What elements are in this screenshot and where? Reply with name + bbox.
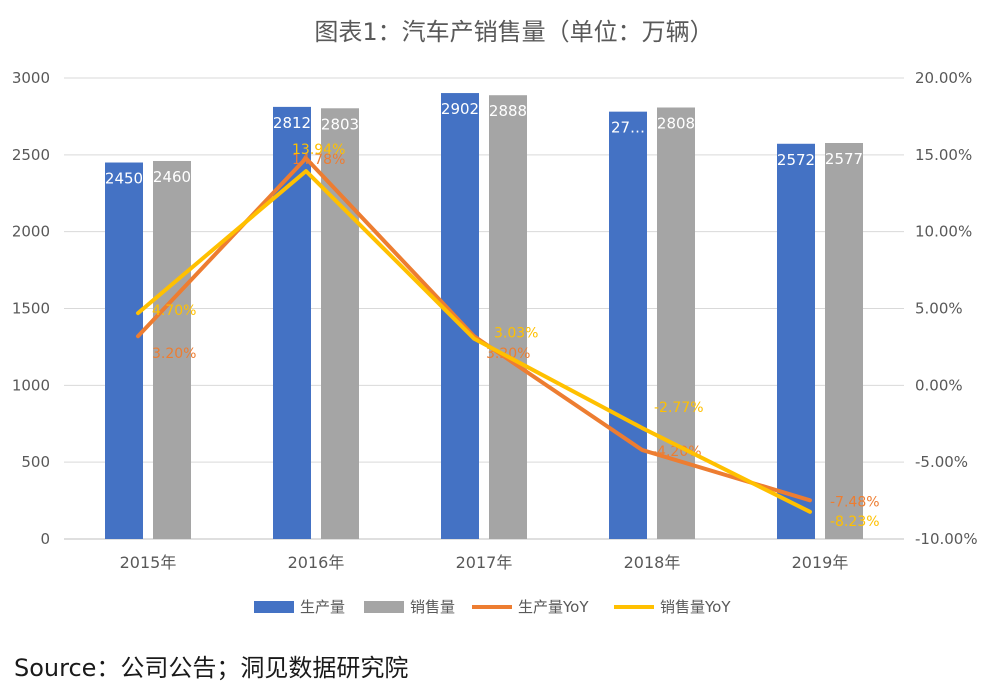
bar-label: 2460	[153, 168, 191, 186]
line-销售量YoY	[136, 169, 812, 514]
legend-label: 生产量	[300, 598, 345, 616]
right-tick-label: -5.00%	[915, 453, 968, 471]
left-axis: 0 500 1000 1500 2000 2500 3000	[12, 69, 50, 548]
legend: 生产量 销售量 生产量YoY 销售量YoY	[254, 598, 731, 616]
legend-swatch	[254, 601, 294, 613]
line-label: 3.20%	[152, 346, 196, 362]
right-tick-label: 15.00%	[915, 146, 972, 164]
line-label: 3.03%	[494, 326, 538, 342]
left-tick-label: 3000	[12, 69, 50, 87]
x-tick-label: 2017年	[456, 553, 513, 572]
x-tick-label: 2015年	[120, 553, 177, 572]
left-tick-label: 500	[21, 453, 50, 471]
right-tick-label: 5.00%	[915, 300, 963, 318]
bar-销售量-2	[489, 95, 527, 539]
bar-label: 2812	[273, 114, 311, 132]
lines: 3.20%14.78%3.20%-4.20%-7.48%4.70%13.94%3…	[136, 142, 880, 530]
left-tick-label: 1000	[12, 376, 50, 394]
line-label: -4.20%	[652, 444, 702, 460]
source-note: Source：公司公告；洞见数据研究院	[14, 654, 409, 682]
x-tick-label: 2016年	[288, 553, 345, 572]
grid	[64, 77, 904, 540]
bar-label: 2803	[321, 115, 359, 133]
legend-swatch	[364, 601, 404, 613]
line-label: -7.48%	[830, 494, 880, 510]
x-tick-label: 2018年	[624, 553, 681, 572]
bar-label: 2450	[105, 170, 143, 188]
line-label: -2.77%	[654, 400, 704, 416]
bar-生产量-1	[273, 106, 311, 539]
bar-label: 2888	[489, 102, 527, 120]
legend-label: 销售量	[410, 598, 455, 616]
bars: 2450 2812 2902 27… 2572 2460 2803 2888 2808 2577	[105, 93, 863, 540]
bar-销售量-0	[153, 160, 191, 540]
right-tick-label: 0.00%	[915, 376, 963, 394]
line-label: 13.94%	[292, 142, 345, 158]
bar-销售量-3	[657, 107, 695, 539]
legend-label: 生产量YoY	[518, 598, 589, 616]
x-tick-label: 2019年	[792, 553, 849, 572]
bar-label: 27…	[611, 119, 645, 137]
left-tick-label: 2000	[12, 223, 50, 241]
line-label: -8.23%	[830, 514, 880, 530]
bar-label: 2577	[825, 150, 863, 168]
right-tick-label: 20.00%	[915, 69, 972, 87]
left-tick-label: 2500	[12, 146, 50, 164]
right-tick-label: -10.00%	[915, 530, 978, 548]
bar-销售量-1	[321, 108, 359, 539]
bar-销售量-4	[825, 143, 863, 539]
left-tick-label: 1500	[12, 300, 50, 318]
bar-生产量-4	[777, 143, 815, 539]
bar-生产量-0	[105, 162, 143, 539]
bar-label: 2572	[777, 151, 815, 169]
right-tick-label: 10.00%	[915, 223, 972, 241]
line-label: 4.70%	[152, 303, 196, 319]
bar-label: 2808	[657, 115, 695, 133]
bar-生产量-2	[441, 93, 479, 540]
bar-label: 2902	[441, 100, 479, 118]
line-label: 14.78%	[292, 152, 345, 168]
legend-label: 销售量YoY	[660, 598, 731, 616]
right-axis: -10.00% -5.00% 0.00% 5.00% 10.00% 15.00% 20.00…	[915, 69, 978, 548]
chart-title: 图表1：汽车产销售量（单位：万辆）	[314, 18, 713, 46]
bar-生产量-3	[609, 111, 647, 539]
x-axis: 2015年 2016年 2017年 2018年 2019年	[120, 553, 849, 572]
left-tick-label: 0	[40, 530, 50, 548]
